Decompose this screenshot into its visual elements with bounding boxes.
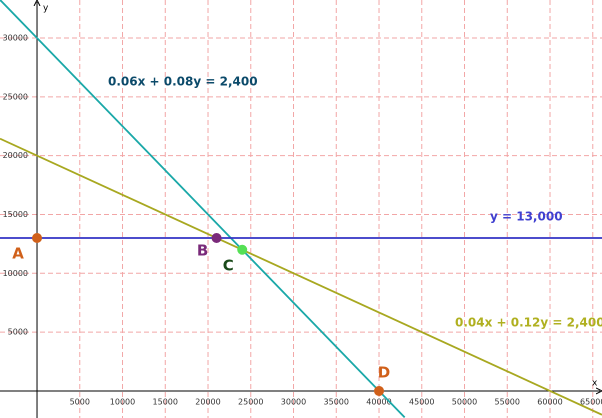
point-label: D (378, 363, 390, 381)
point-label: A (12, 245, 24, 263)
x-tick-label: 20000 (195, 397, 220, 406)
point-label: C (223, 256, 234, 274)
y-tick-label: 5000 (8, 328, 28, 337)
x-tick-label: 25000 (238, 397, 263, 406)
y-tick-label: 15000 (3, 210, 28, 219)
y-tick-label: 20000 (3, 151, 28, 160)
line-label: 0.06x + 0.08y = 2,400 (108, 75, 258, 89)
x-tick-label: 40000 (366, 397, 391, 406)
point-label: B (197, 242, 208, 260)
x-tick-label: 15000 (153, 397, 178, 406)
point (211, 233, 222, 243)
x-tick-label: 30000 (281, 397, 306, 406)
series-line (0, 0, 406, 418)
x-tick-label: 50000 (452, 397, 477, 406)
x-axis-label: x (592, 378, 598, 388)
x-tick-label: 65000 (580, 397, 602, 406)
point (374, 385, 385, 396)
x-tick-label: 60000 (537, 397, 562, 406)
x-tick-label: 55000 (495, 397, 520, 406)
y-axis-label: y (43, 4, 49, 14)
y-tick-label: 30000 (3, 34, 28, 43)
y-tick-label: 25000 (3, 92, 28, 101)
line-label: y = 13,000 (490, 210, 563, 224)
series-line (0, 137, 602, 416)
x-tick-label: 45000 (409, 397, 434, 406)
x-tick-label: 10000 (110, 397, 135, 406)
line-label: 0.04x + 0.12y = 2,400 (455, 316, 602, 330)
x-tick-label: 5000 (70, 397, 90, 406)
y-tick-label: 10000 (3, 269, 28, 278)
point (237, 244, 248, 255)
point (32, 233, 43, 243)
x-tick-label: 35000 (324, 397, 349, 406)
